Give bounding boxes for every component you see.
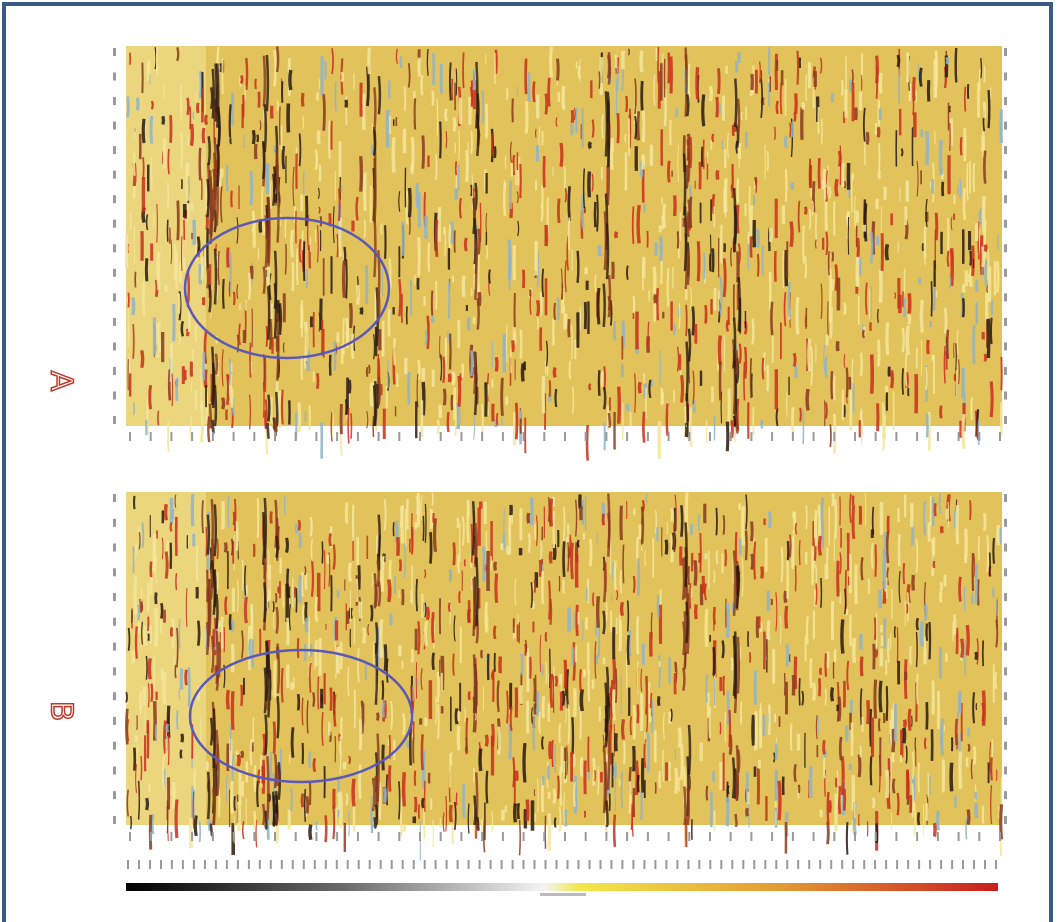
seismic-panel-b: [113, 492, 1007, 861]
panel-label-b: B: [43, 700, 80, 722]
right-axis-ticks-a: [1004, 48, 1007, 424]
highlight-ellipse-a: [183, 216, 391, 360]
left-axis-ticks-a: [113, 48, 116, 424]
bottom-axis-ticks-a: [129, 432, 1001, 441]
right-axis-ticks-b: [1004, 494, 1007, 824]
left-axis-ticks-b: [113, 494, 116, 824]
colorbar-caption: [540, 893, 586, 896]
amplitude-colorbar: [126, 860, 998, 896]
highlight-ellipse-b: [188, 648, 414, 784]
colorbar-tick-labels: [127, 860, 997, 869]
colorbar-gradient: [126, 883, 998, 891]
bottom-axis-ticks-b: [129, 832, 1001, 841]
seismic-panel-a: [113, 46, 1007, 461]
panel-label-a: A: [43, 370, 80, 392]
